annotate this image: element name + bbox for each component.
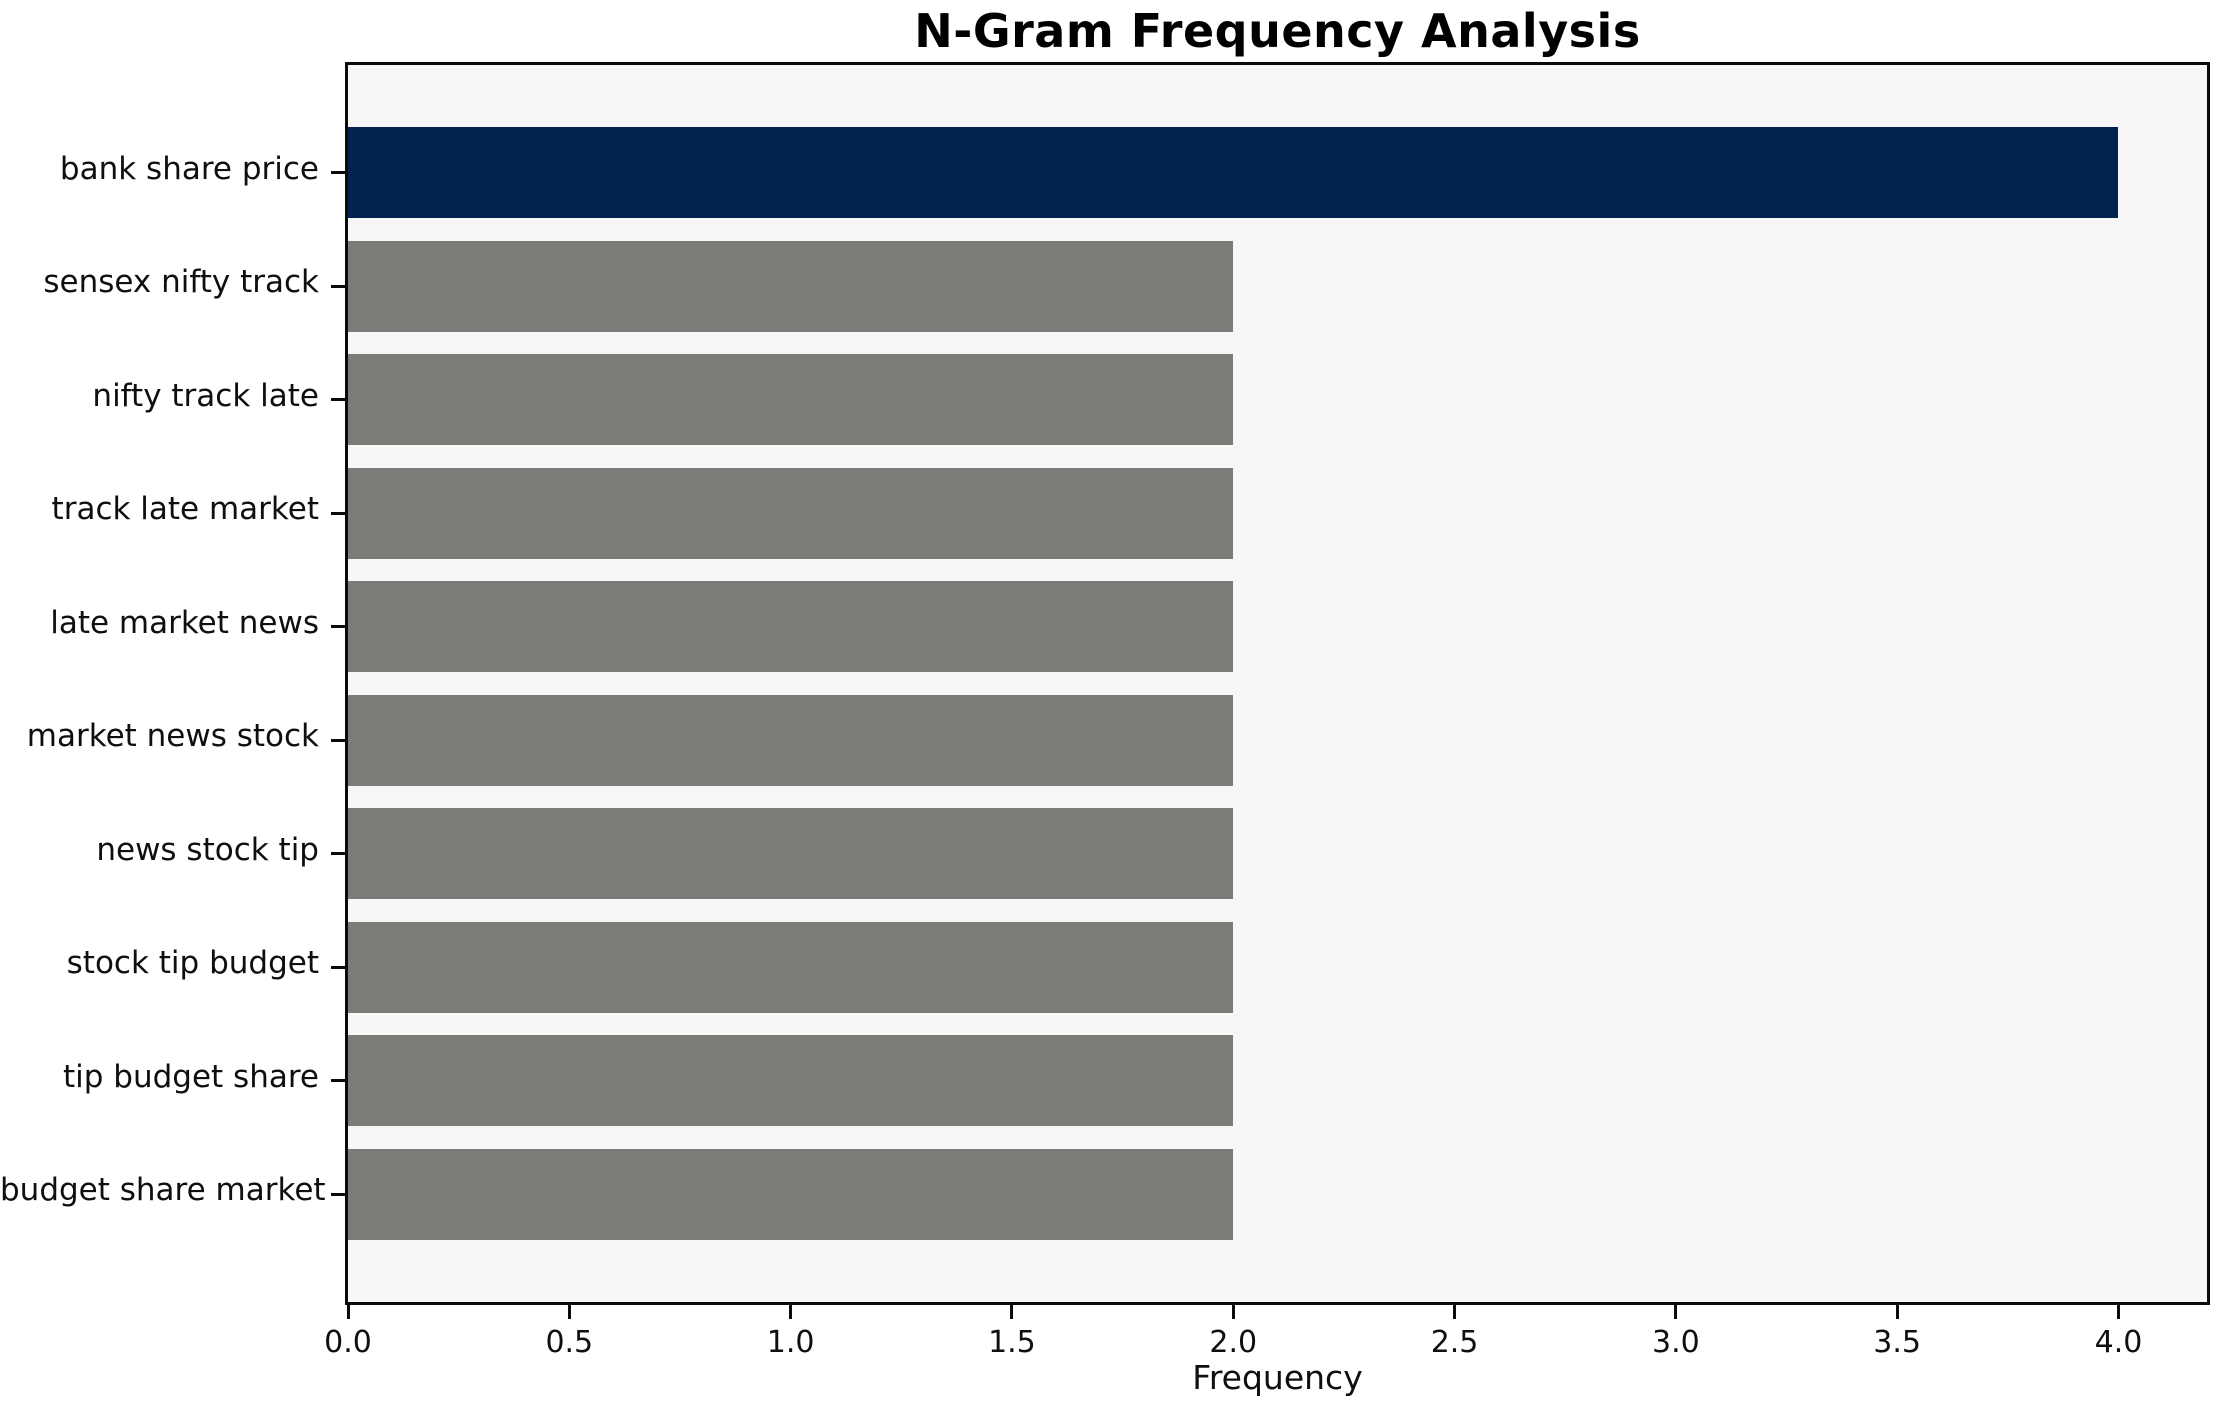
y-axis-tick — [331, 284, 345, 288]
y-axis-tick — [331, 965, 345, 969]
y-tick-label: budget share market — [0, 1172, 326, 1209]
y-axis-tick — [331, 1192, 345, 1196]
x-tick-label: 0.5 — [545, 1325, 594, 1360]
x-axis-tick — [789, 1305, 793, 1319]
x-axis-tick — [1010, 1305, 1014, 1319]
bar — [348, 921, 1234, 1013]
y-axis-tick — [331, 398, 345, 402]
x-tick-label: 1.0 — [766, 1325, 815, 1360]
bar — [348, 1035, 1234, 1127]
y-tick-label: news stock tip — [96, 831, 319, 868]
x-tick-label: 2.0 — [1209, 1325, 1258, 1360]
y-axis-tick — [331, 171, 345, 175]
x-axis-tick — [1231, 1305, 1235, 1319]
y-axis-tick — [331, 1079, 345, 1083]
x-axis-tick — [346, 1305, 350, 1319]
x-tick-label: 0.0 — [324, 1325, 372, 1360]
y-tick-label: tip budget share — [63, 1058, 319, 1095]
y-axis-tick — [331, 511, 345, 515]
x-axis-tick — [1674, 1305, 1678, 1319]
bar — [348, 240, 1234, 332]
plot-area — [345, 62, 2210, 1305]
bar — [348, 694, 1234, 786]
bar — [348, 467, 1234, 559]
bar — [348, 1148, 1234, 1240]
x-axis-tick — [2116, 1305, 2120, 1319]
bar — [348, 127, 2119, 219]
y-tick-label: stock tip budget — [66, 945, 319, 982]
y-axis-tick — [331, 852, 345, 856]
chart-title: N-Gram Frequency Analysis — [914, 4, 1641, 58]
x-tick-label: 3.0 — [1651, 1325, 1700, 1360]
y-tick-label: late market news — [50, 604, 319, 641]
x-axis-label: Frequency — [1192, 1358, 1363, 1397]
x-tick-label: 3.5 — [1873, 1325, 1922, 1360]
x-tick-label: 1.5 — [988, 1325, 1036, 1360]
x-axis-tick — [1895, 1305, 1899, 1319]
y-axis-tick — [331, 738, 345, 742]
x-axis-tick — [1453, 1305, 1457, 1319]
y-tick-label: market news stock — [26, 718, 319, 755]
x-axis-tick — [567, 1305, 571, 1319]
y-tick-label: track late market — [51, 491, 319, 528]
bar — [348, 581, 1234, 673]
bar — [348, 354, 1234, 446]
x-tick-label: 4.0 — [2094, 1325, 2143, 1360]
bar — [348, 808, 1234, 900]
y-tick-label: sensex nifty track — [43, 264, 319, 301]
y-axis-tick — [331, 625, 345, 629]
y-tick-label: nifty track late — [92, 377, 319, 414]
y-tick-label: bank share price — [59, 150, 319, 187]
x-tick-label: 2.5 — [1430, 1325, 1479, 1360]
